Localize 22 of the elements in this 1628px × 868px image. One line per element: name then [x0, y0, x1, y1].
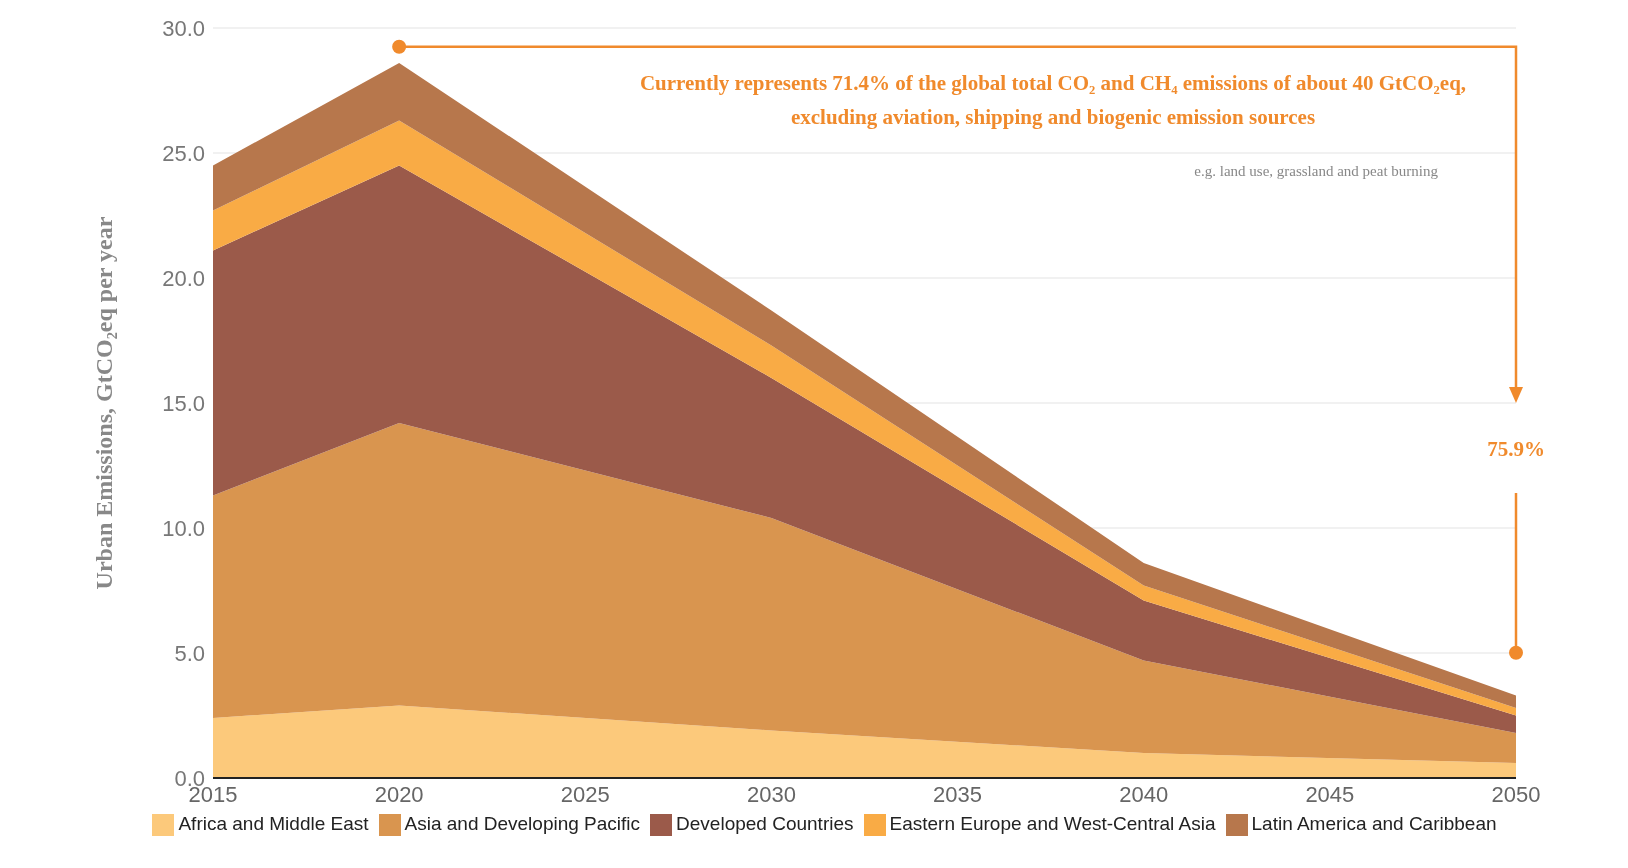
annotation: e.g. land use, grassland and peat burning	[1193, 163, 1438, 180]
legend-label: Eastern Europe and West-Central Asia	[889, 813, 1216, 834]
annotation: 75.9%	[1487, 437, 1545, 461]
y-tick-label: 30.0	[162, 15, 205, 41]
y-tick-label: 25.0	[162, 140, 205, 166]
x-tick-label: 2045	[1305, 781, 1355, 807]
x-tick-label: 2020	[374, 781, 424, 807]
y-tick-label: 15.0	[162, 390, 205, 416]
y-axis-title: Urban Emissions, GtCO₂eq per year	[90, 216, 117, 590]
legend-label: Africa and Middle East	[178, 813, 369, 834]
x-tick-label: 2035	[933, 781, 983, 807]
legend-label: Developed Countries	[676, 813, 854, 834]
legend-label: Asia and Developing Pacific	[404, 813, 641, 834]
y-tick-label: 20.0	[162, 265, 205, 291]
y-tick-label: 10.0	[162, 515, 205, 541]
legend-label: Latin America and Caribbean	[1251, 813, 1497, 834]
x-tick-label: 2040	[1119, 781, 1169, 807]
x-tick-label: 2030	[746, 781, 796, 807]
x-tick-label: 2025	[560, 781, 610, 807]
annotation: Currently represents 71.4% of the global total CO₂ and CH₄ emissions of about 40 GtCO₂eq, excluding aviation, shipping and biogenic emission sources	[638, 70, 1468, 131]
x-tick-label: 2050	[1491, 781, 1541, 807]
y-tick-label: 5.0	[174, 640, 205, 666]
